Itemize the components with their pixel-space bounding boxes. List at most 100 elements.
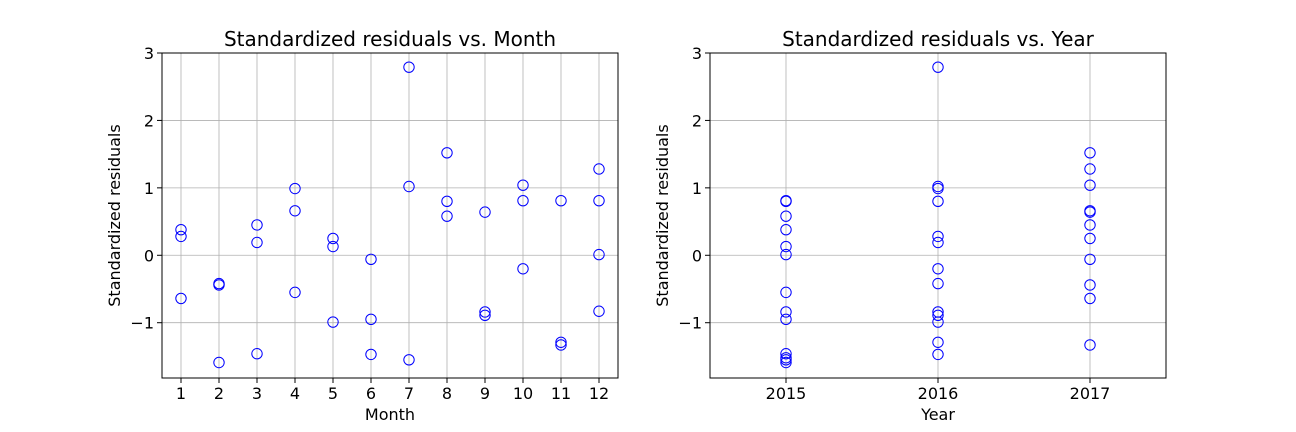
y-tick-label: 2: [144, 111, 154, 130]
data-point: [932, 316, 944, 328]
data-point: [932, 230, 944, 243]
y-tick-label: −1: [130, 314, 154, 333]
data-point: [251, 236, 263, 249]
data-point: [175, 292, 187, 305]
data-point: [289, 205, 301, 217]
y-tick-label: −1: [678, 314, 702, 333]
data-point: [780, 306, 792, 318]
x-tick-label: 2015: [766, 384, 807, 403]
data-point: [555, 339, 567, 351]
data-point: [213, 279, 225, 291]
data-point: [213, 356, 225, 369]
data-point: [1084, 339, 1096, 351]
data-point: [175, 223, 187, 236]
data-point: [327, 240, 339, 253]
y-tick-label: 0: [692, 246, 702, 265]
x-tick-label: 12: [589, 384, 609, 403]
data-point: [251, 348, 263, 360]
grid-month: [162, 52, 618, 378]
data-point: [555, 194, 567, 207]
data-point: [1084, 253, 1096, 266]
x-tick-label: 2: [214, 384, 224, 403]
data-point: [932, 263, 944, 275]
data-point: [593, 248, 605, 261]
data-point: [517, 194, 529, 207]
data-point: [327, 316, 339, 328]
data-point: [327, 232, 339, 245]
y-tick-label: 0: [144, 246, 154, 265]
points-month: [175, 61, 605, 369]
data-point: [403, 354, 415, 366]
x-tick-label: 6: [366, 384, 376, 403]
data-point: [932, 336, 944, 348]
data-point: [1084, 292, 1096, 305]
data-point: [1084, 279, 1096, 291]
x-axis-label-year: Year: [920, 405, 955, 424]
data-point: [932, 348, 944, 361]
x-tick-label: 7: [404, 384, 414, 403]
data-point: [403, 61, 415, 73]
y-tick-label: 2: [692, 111, 702, 130]
data-point: [780, 210, 792, 222]
data-point: [479, 309, 491, 321]
data-point: [1084, 219, 1096, 231]
x-tick-label: 2017: [1070, 384, 1111, 403]
x-tick-label: 1: [176, 384, 186, 403]
data-point: [932, 61, 944, 73]
data-point: [517, 263, 529, 275]
data-point: [780, 356, 792, 369]
data-point: [932, 236, 944, 249]
points-year: [780, 61, 1096, 369]
data-point: [555, 336, 567, 348]
data-point: [1084, 232, 1096, 245]
y-axis-label-year: Standardized residuals: [653, 124, 672, 306]
y-tick-label: 3: [144, 44, 154, 63]
x-tick-label: 9: [480, 384, 490, 403]
x-tick-label: 8: [442, 384, 452, 403]
data-point: [441, 195, 453, 208]
plot-area-month: [161, 52, 619, 379]
data-point: [289, 182, 301, 195]
data-point: [780, 240, 792, 253]
x-tick-label: 10: [513, 384, 533, 403]
chart-title-year: Standardized residuals vs. Year: [782, 27, 1095, 51]
plot-area-year: [709, 52, 1167, 379]
x-axis-label-month: Month: [365, 405, 415, 424]
data-point: [403, 180, 415, 193]
data-point: [932, 195, 944, 208]
data-point: [289, 286, 301, 299]
data-point: [780, 248, 792, 261]
y-tick-label: 3: [692, 44, 702, 63]
data-point: [780, 313, 792, 326]
data-point: [441, 210, 453, 222]
data-point: [593, 194, 605, 207]
plot-month: Standardized residuals vs. Month Month S…: [105, 27, 619, 424]
y-tick-label: 1: [144, 179, 154, 198]
data-point: [1084, 206, 1096, 218]
data-point: [1084, 179, 1096, 191]
plot-year: Standardized residuals vs. Year Year Sta…: [653, 27, 1167, 424]
data-point: [780, 223, 792, 236]
x-tick-label: 5: [328, 384, 338, 403]
ticks-year: 2015 2016 2017 −1 0 1 2 3: [678, 44, 1110, 403]
grid-year: [710, 52, 1166, 378]
data-point: [441, 147, 453, 159]
data-point: [517, 179, 529, 191]
data-point: [175, 230, 187, 243]
y-tick-label: 1: [692, 179, 702, 198]
data-point: [1084, 147, 1096, 159]
data-point: [780, 195, 792, 208]
chart-title-month: Standardized residuals vs. Month: [224, 27, 556, 51]
data-point: [365, 348, 377, 361]
x-tick-label: 11: [551, 384, 571, 403]
data-point: [932, 182, 944, 195]
x-tick-label: 4: [290, 384, 300, 403]
x-tick-label: 3: [252, 384, 262, 403]
y-axis-label-month: Standardized residuals: [105, 124, 124, 306]
data-point: [479, 306, 491, 318]
data-point: [780, 348, 792, 360]
data-point: [932, 277, 944, 290]
x-tick-label: 2016: [918, 384, 959, 403]
